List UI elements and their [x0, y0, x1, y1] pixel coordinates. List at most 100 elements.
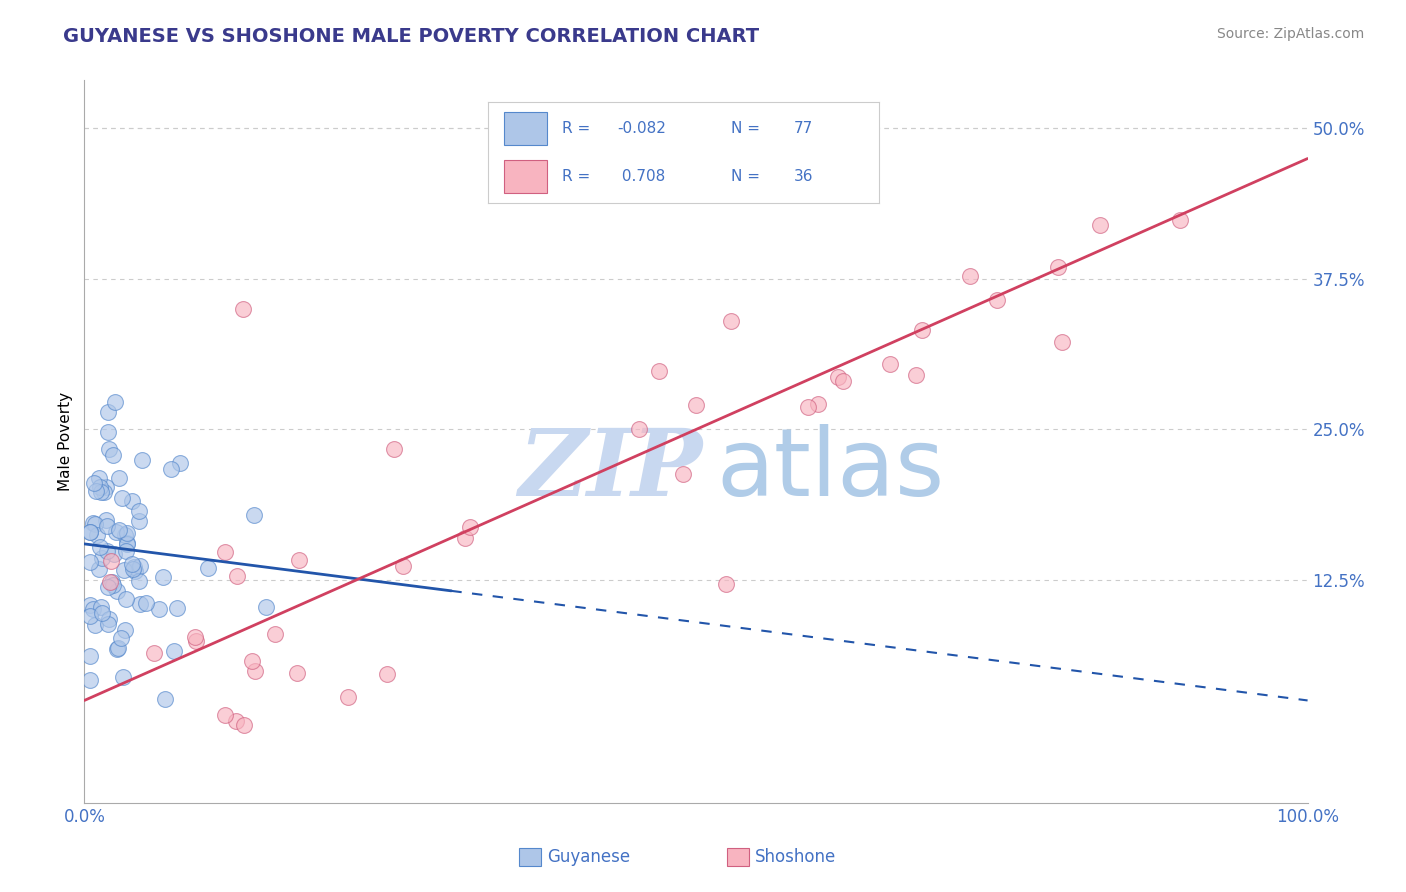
Point [458, 520, 481, 534]
Point [377, 666, 399, 681]
Point [226, 569, 249, 583]
Point [90, 485, 112, 500]
Point [89, 480, 111, 494]
Point [264, 626, 287, 640]
Text: atlas: atlas [717, 425, 945, 516]
Point [103, 547, 125, 561]
Point [108, 523, 131, 537]
Text: Guyanese: Guyanese [547, 848, 630, 866]
Point [131, 453, 153, 467]
Point [100, 554, 122, 568]
Point [97, 405, 120, 419]
Point [111, 491, 134, 505]
Point [672, 467, 695, 481]
Point [122, 560, 145, 574]
Point [105, 584, 128, 599]
Point [107, 470, 129, 484]
Point [97, 616, 120, 631]
Point [114, 623, 136, 637]
Text: ZIP: ZIP [519, 425, 703, 516]
Point [89, 471, 111, 485]
Point [121, 557, 143, 571]
Point [86, 484, 108, 499]
Point [143, 646, 166, 660]
Point [101, 575, 124, 590]
Point [392, 558, 415, 573]
Point [112, 564, 135, 578]
Point [91, 551, 114, 566]
Point [79, 599, 101, 613]
Point [111, 670, 134, 684]
Point [83, 475, 105, 490]
Point [285, 665, 308, 680]
Point [152, 570, 174, 584]
Text: GUYANESE VS SHOSHONE MALE POVERTY CORRELATION CHART: GUYANESE VS SHOSHONE MALE POVERTY CORREL… [63, 27, 759, 45]
Point [242, 508, 264, 523]
Point [96, 519, 118, 533]
Y-axis label: Male Poverty: Male Poverty [58, 392, 73, 491]
Point [129, 559, 152, 574]
Point [82, 516, 104, 530]
Point [90, 599, 112, 614]
Point [714, 576, 737, 591]
Point [796, 401, 818, 415]
Point [115, 544, 138, 558]
Point [94, 513, 117, 527]
Point [124, 564, 146, 578]
Point [98, 442, 121, 457]
Point [685, 398, 707, 412]
Point [128, 514, 150, 528]
Point [79, 608, 101, 623]
Point [86, 528, 108, 542]
Point [214, 707, 236, 722]
Point [89, 540, 111, 554]
Point [382, 442, 405, 456]
Point [155, 692, 177, 706]
Point [114, 527, 136, 541]
Point [288, 552, 311, 566]
Point [986, 293, 1008, 307]
Point [121, 493, 143, 508]
Point [115, 536, 138, 550]
Point [807, 397, 830, 411]
Point [911, 323, 934, 337]
Point [135, 596, 157, 610]
Point [214, 544, 236, 558]
Point [101, 448, 124, 462]
Point [79, 525, 101, 540]
Text: Source: ZipAtlas.com: Source: ZipAtlas.com [1216, 27, 1364, 41]
Point [107, 641, 129, 656]
Point [1047, 260, 1070, 274]
FancyBboxPatch shape [727, 847, 748, 865]
Point [254, 600, 277, 615]
Text: Shoshone: Shoshone [755, 848, 837, 866]
Point [245, 664, 267, 678]
Point [115, 592, 138, 607]
Point [225, 714, 247, 728]
Point [84, 517, 107, 532]
Point [115, 525, 138, 540]
Point [79, 555, 101, 569]
Point [110, 631, 132, 645]
FancyBboxPatch shape [519, 847, 541, 865]
Point [93, 484, 115, 499]
Point [627, 422, 650, 436]
Point [232, 717, 254, 731]
Point [454, 532, 477, 546]
Point [162, 644, 184, 658]
Point [879, 357, 901, 371]
Point [117, 536, 139, 550]
Point [647, 364, 669, 378]
Point [827, 370, 849, 384]
Point [91, 606, 114, 620]
Point [97, 580, 120, 594]
Point [122, 561, 145, 575]
Point [1050, 334, 1073, 349]
Point [97, 425, 120, 439]
Point [98, 574, 121, 589]
Point [105, 642, 128, 657]
Point [97, 612, 120, 626]
Point [96, 544, 118, 558]
Point [197, 561, 219, 575]
Point [159, 461, 181, 475]
